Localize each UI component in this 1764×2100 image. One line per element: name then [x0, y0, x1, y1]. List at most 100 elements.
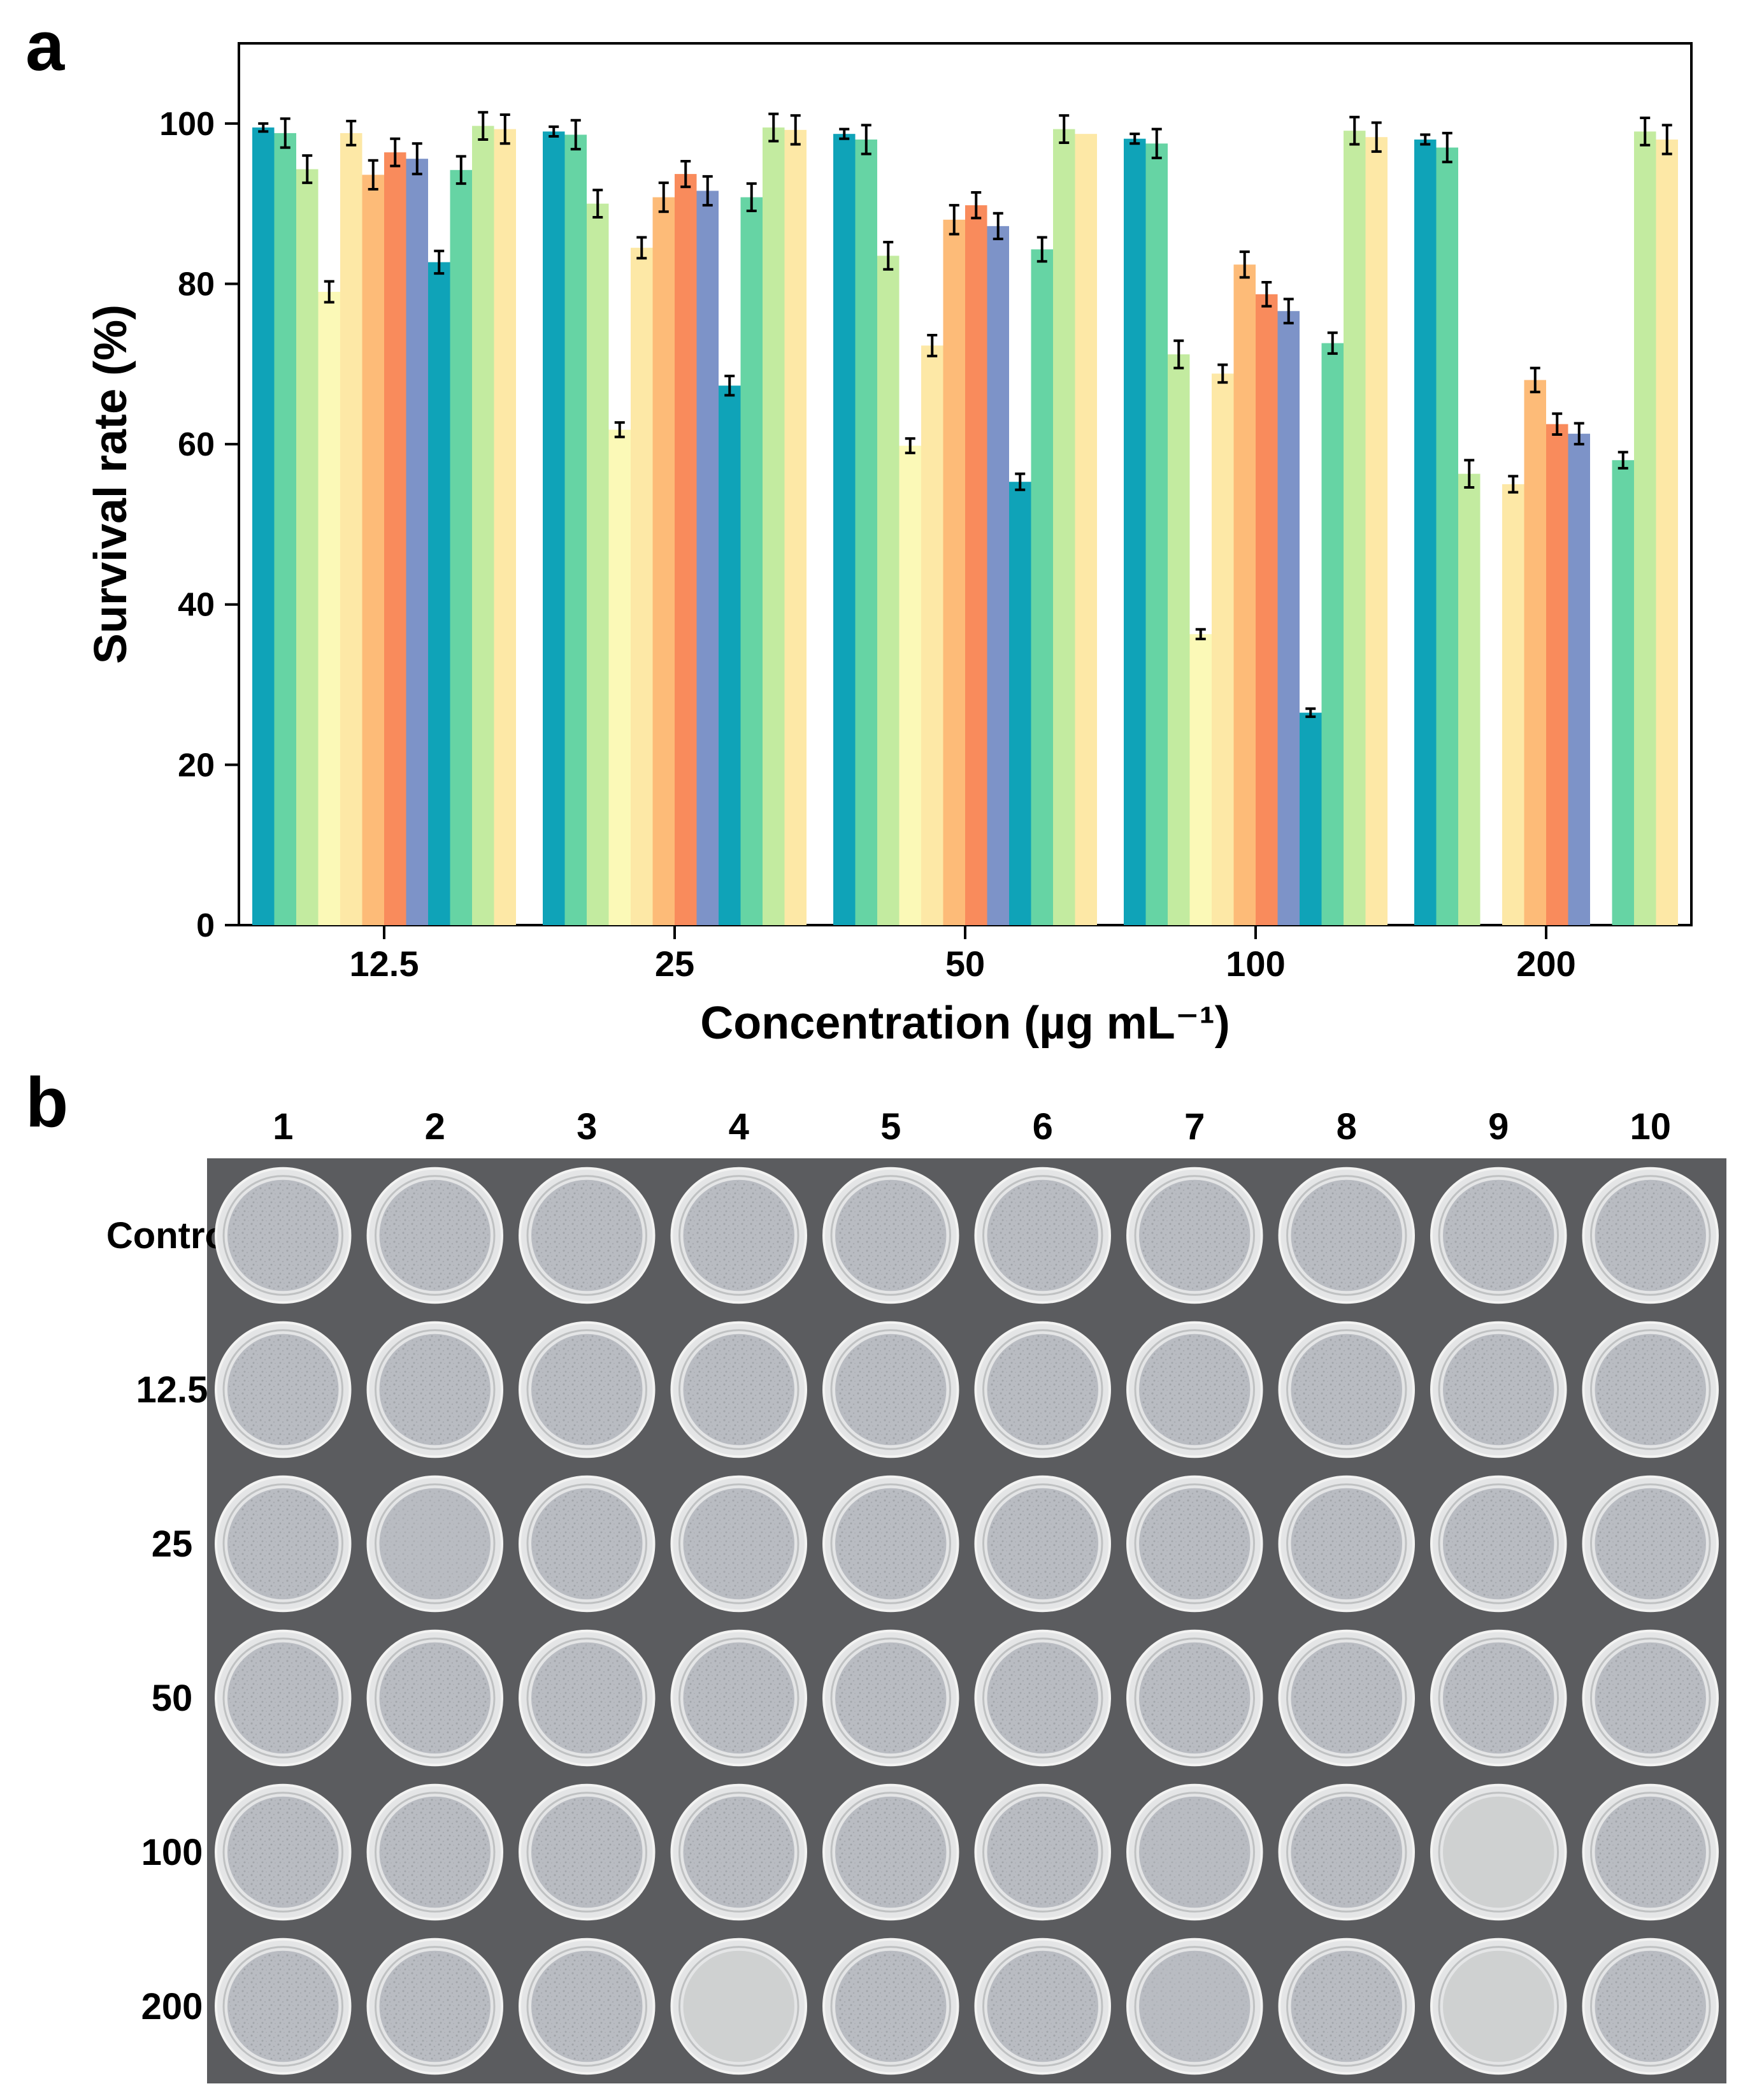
bar — [631, 247, 653, 925]
bar — [274, 133, 296, 925]
petri-dish — [1126, 1783, 1263, 1921]
column-label: 2 — [425, 1106, 445, 1147]
bar — [1502, 484, 1524, 925]
bar — [564, 134, 587, 925]
bar — [1168, 354, 1190, 925]
bar — [855, 139, 877, 925]
petri-dish — [519, 1629, 656, 1767]
column-label: 4 — [729, 1106, 749, 1147]
y-tick-label: 20 — [178, 747, 215, 784]
bar — [943, 219, 965, 925]
petri-dish — [822, 1167, 959, 1304]
error-bar — [478, 111, 489, 141]
bar — [406, 159, 428, 925]
bar — [1300, 712, 1322, 925]
bar — [652, 197, 675, 925]
bar — [719, 385, 741, 925]
error-bar — [746, 182, 757, 212]
error-bar — [1552, 412, 1563, 436]
column-label: 8 — [1337, 1106, 1357, 1147]
petri-dish — [822, 1321, 959, 1458]
petri-dish — [215, 1475, 352, 1613]
error-bar — [1129, 133, 1140, 145]
column-label: 9 — [1488, 1106, 1509, 1147]
petri-dish — [1582, 1938, 1719, 2075]
error-bar — [883, 241, 894, 271]
error-bar — [636, 236, 647, 260]
error-bar — [927, 333, 938, 357]
petri-dish — [1278, 1167, 1415, 1304]
petri-dish — [215, 1321, 352, 1458]
error-bar — [971, 191, 982, 220]
petri-dish — [519, 1783, 656, 1921]
bar — [833, 134, 856, 925]
bar — [1414, 139, 1437, 925]
petri-dish — [215, 1783, 352, 1921]
x-tick-label: 12.5 — [350, 944, 419, 984]
petri-dish — [670, 1938, 807, 2075]
column-label: 6 — [1033, 1106, 1053, 1147]
bar — [877, 255, 900, 925]
column-label: 10 — [1630, 1106, 1671, 1147]
error-bar — [1574, 422, 1584, 446]
petri-dish — [519, 1475, 656, 1613]
bar — [340, 133, 362, 925]
petri-dish — [366, 1167, 503, 1304]
column-label: 3 — [577, 1106, 597, 1147]
bar — [1053, 129, 1075, 925]
error-bar — [1530, 366, 1540, 394]
error-bar — [346, 120, 357, 147]
error-bar — [1195, 628, 1206, 640]
panel-a-label: a — [25, 7, 65, 85]
column-label: 5 — [880, 1106, 901, 1147]
bar — [1124, 138, 1146, 925]
bar — [987, 226, 1009, 925]
column-label: 7 — [1184, 1106, 1205, 1147]
y-tick-label: 80 — [178, 266, 215, 303]
bar — [696, 191, 719, 925]
petri-dish — [519, 1167, 656, 1304]
bar — [296, 169, 319, 925]
x-tick-label: 200 — [1516, 944, 1575, 984]
error-bar — [680, 159, 691, 189]
error-bar — [570, 119, 581, 151]
petri-dish — [366, 1783, 503, 1921]
error-bar — [1442, 131, 1452, 164]
bar — [384, 152, 406, 925]
row-label: 12.5 — [136, 1369, 208, 1411]
error-bar — [455, 155, 466, 185]
bar — [921, 345, 943, 925]
petri-dish — [822, 1475, 959, 1613]
bar — [608, 429, 631, 925]
bar — [1212, 373, 1234, 925]
bar — [1634, 131, 1656, 925]
petri-dish — [822, 1938, 959, 2075]
x-tick-label: 25 — [655, 944, 694, 984]
petri-dish — [519, 1938, 656, 2075]
y-axis-label: Survival rate (%) — [85, 305, 136, 664]
error-bar — [614, 421, 625, 438]
bar — [675, 174, 697, 926]
error-bar — [258, 122, 269, 133]
x-tick-label: 50 — [945, 944, 985, 984]
y-tick-label: 0 — [196, 907, 215, 944]
error-bar — [324, 280, 334, 304]
petri-dish — [1278, 1321, 1415, 1458]
error-bar — [1151, 127, 1162, 159]
bar — [1145, 143, 1168, 926]
petri-dish — [974, 1167, 1111, 1304]
bar — [450, 169, 472, 925]
bar — [252, 127, 275, 925]
error-bar — [1464, 459, 1475, 489]
error-bar — [1217, 363, 1228, 384]
petri-dish — [1582, 1783, 1719, 1921]
petri-dish — [215, 1629, 352, 1767]
bar — [1458, 473, 1481, 925]
petri-dish — [1582, 1167, 1719, 1304]
error-bar — [1661, 124, 1672, 155]
petri-dish — [366, 1321, 503, 1458]
error-bar — [724, 375, 735, 397]
row-label: 50 — [152, 1678, 193, 1719]
error-bar — [949, 204, 959, 236]
petri-dish — [974, 1629, 1111, 1767]
